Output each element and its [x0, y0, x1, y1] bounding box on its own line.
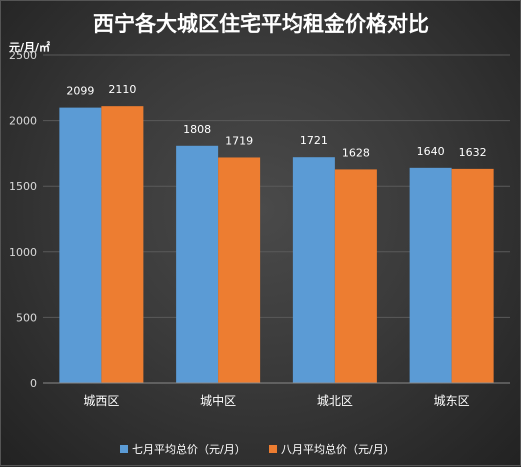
data-label: 1721: [300, 134, 328, 147]
bar: [292, 157, 335, 383]
bar: [409, 167, 452, 383]
axes: 0 500 1000 1500 2000 2500 城西区 城中区 城北区 城东区: [9, 49, 510, 408]
y-tick-label: 2500: [9, 49, 37, 62]
data-label: 1632: [459, 146, 487, 159]
legend: 七月平均总价（元/月） 八月平均总价（元/月）: [120, 442, 395, 456]
data-label: 2099: [66, 85, 94, 98]
y-tick-label: 0: [30, 377, 37, 390]
legend-label: 七月平均总价（元/月）: [132, 442, 246, 456]
bar: [451, 168, 494, 383]
bar: [176, 145, 219, 383]
y-axis-label: 元/月/㎡: [9, 40, 50, 54]
data-label: 1808: [183, 123, 211, 136]
y-tick-label: 2000: [9, 115, 37, 128]
bar: [334, 169, 377, 383]
bar: [218, 157, 261, 383]
x-tick-label: 城西区: [83, 394, 119, 408]
legend-label: 八月平均总价（元/月）: [281, 442, 395, 456]
bar: [59, 107, 102, 383]
x-tick-label: 城东区: [434, 394, 470, 408]
data-label: 1640: [417, 145, 445, 158]
data-labels: 2099 2110 1808 1719 1721 1628 1640 1632: [66, 83, 486, 159]
bars: [59, 106, 494, 383]
y-tick-label: 500: [16, 311, 37, 324]
data-label: 1719: [225, 134, 253, 147]
bar: [101, 106, 144, 383]
data-label: 1628: [342, 146, 370, 159]
x-tick-label: 城北区: [317, 394, 353, 408]
chart-title: 西宁各大城区住宅平均租金价格对比: [93, 11, 429, 36]
legend-swatch: [269, 445, 277, 453]
y-tick-label: 1000: [9, 246, 37, 259]
data-label: 2110: [108, 83, 136, 96]
x-tick-label: 城中区: [200, 393, 236, 408]
y-tick-label: 1500: [9, 180, 37, 193]
legend-swatch: [120, 445, 128, 453]
